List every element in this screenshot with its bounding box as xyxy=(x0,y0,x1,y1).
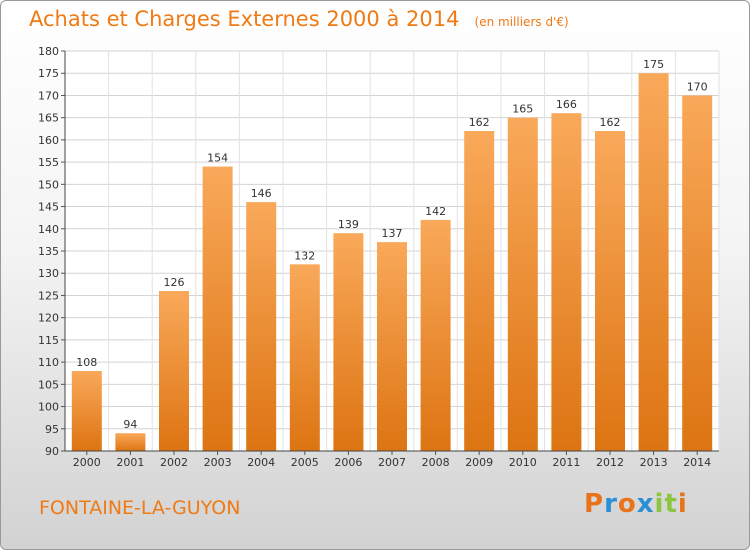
bar-value-label: 162 xyxy=(469,116,490,129)
bar xyxy=(246,202,277,451)
y-tick-label: 90 xyxy=(45,445,59,458)
y-tick-label: 120 xyxy=(38,312,59,325)
bar xyxy=(333,233,364,451)
bar-value-label: 126 xyxy=(164,276,185,289)
bar xyxy=(464,131,495,451)
bar xyxy=(115,433,146,451)
bar-value-label: 165 xyxy=(512,103,533,116)
x-tick-label: 2002 xyxy=(160,456,188,469)
y-tick-label: 135 xyxy=(38,245,59,258)
x-tick-label: 2006 xyxy=(334,456,362,469)
y-tick-label: 145 xyxy=(38,201,59,214)
bar-value-label: 108 xyxy=(76,356,97,369)
y-tick-label: 140 xyxy=(38,223,59,236)
chart-subtitle: (en milliers d'€) xyxy=(474,15,569,29)
x-tick-label: 2009 xyxy=(465,456,493,469)
bar-value-label: 146 xyxy=(251,187,272,200)
y-tick-label: 160 xyxy=(38,134,59,147)
y-tick-label: 180 xyxy=(38,45,59,58)
x-tick-label: 2004 xyxy=(247,456,275,469)
y-tick-label: 155 xyxy=(38,156,59,169)
y-tick-label: 175 xyxy=(38,67,59,80)
y-tick-label: 165 xyxy=(38,112,59,125)
bar-value-label: 170 xyxy=(687,80,708,93)
y-tick-label: 115 xyxy=(38,334,59,347)
x-tick-label: 2005 xyxy=(291,456,319,469)
bar xyxy=(377,242,407,451)
bar-value-label: 132 xyxy=(294,249,315,262)
commune-name: FONTAINE-LA-GUYON xyxy=(39,497,241,519)
bar xyxy=(595,131,625,451)
y-tick-label: 150 xyxy=(38,178,59,191)
bar xyxy=(420,219,451,451)
x-tick-label: 2001 xyxy=(116,456,144,469)
y-tick-label: 105 xyxy=(38,378,59,391)
logo-letter: r xyxy=(604,489,618,519)
bar xyxy=(159,291,189,451)
x-tick-label: 2000 xyxy=(73,456,101,469)
bar-value-label: 142 xyxy=(425,205,446,218)
bar xyxy=(289,264,320,451)
x-tick-label: 2011 xyxy=(552,456,580,469)
bar-value-label: 139 xyxy=(338,218,359,231)
logo-letter: x xyxy=(636,489,655,519)
bar xyxy=(71,371,102,451)
logo-letter: i xyxy=(677,489,688,519)
y-tick-label: 130 xyxy=(38,267,59,280)
chart-title-line: Achats et Charges Externes 2000 à 2014 (… xyxy=(29,7,569,31)
y-tick-label: 125 xyxy=(38,289,59,302)
logo-letter: o xyxy=(617,489,637,519)
y-tick-label: 100 xyxy=(38,401,59,414)
y-tick-label: 110 xyxy=(38,356,59,369)
x-tick-label: 2013 xyxy=(640,456,668,469)
logo-letter: P xyxy=(584,489,605,519)
bar xyxy=(551,113,582,451)
bar-value-label: 94 xyxy=(123,418,137,431)
bar-value-label: 162 xyxy=(600,116,621,129)
x-tick-label: 2007 xyxy=(378,456,406,469)
chart-title: Achats et Charges Externes 2000 à 2014 xyxy=(29,7,460,31)
bar-value-label: 137 xyxy=(382,227,403,240)
logo-letter: t xyxy=(664,489,678,519)
x-tick-label: 2008 xyxy=(422,456,450,469)
x-tick-label: 2014 xyxy=(683,456,711,469)
bar xyxy=(682,95,713,451)
proxiti-logo: Proxiti xyxy=(584,489,688,519)
bar xyxy=(638,73,669,451)
x-tick-label: 2012 xyxy=(596,456,624,469)
bar xyxy=(507,117,538,452)
logo-letter: i xyxy=(654,489,665,519)
x-tick-label: 2010 xyxy=(509,456,537,469)
bar-value-label: 166 xyxy=(556,98,577,111)
bar-value-label: 175 xyxy=(643,58,664,71)
bar xyxy=(202,166,233,452)
y-tick-label: 95 xyxy=(45,423,59,436)
x-tick-label: 2003 xyxy=(204,456,232,469)
bar-value-label: 154 xyxy=(207,152,228,165)
y-tick-label: 170 xyxy=(38,89,59,102)
